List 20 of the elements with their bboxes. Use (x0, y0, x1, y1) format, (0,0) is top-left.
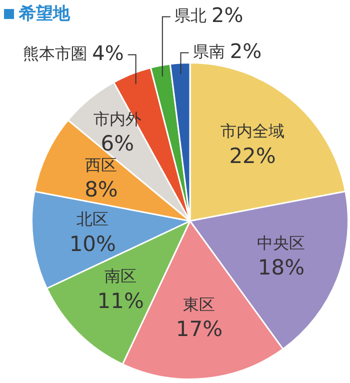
chart-title: 希望地 (19, 3, 70, 25)
data-label: 17% (176, 317, 223, 342)
slice-label: 南区 (104, 266, 137, 286)
slice-label: 西区 (85, 155, 118, 174)
slice-label: 県南 (192, 42, 225, 61)
slice-label: 市内全域 (220, 122, 285, 141)
data-label: 11% (97, 288, 144, 313)
data-label: 2% (212, 2, 244, 27)
data-label: 6% (100, 132, 134, 156)
slice-label: 北区 (76, 209, 109, 228)
data-label: 22% (229, 144, 276, 168)
data-label: 4% (92, 40, 124, 65)
slice-label: 県北 (174, 6, 206, 25)
data-label: 8% (84, 178, 118, 202)
data-label: 2% (230, 38, 262, 63)
slice-label: 東区 (183, 294, 216, 314)
data-label: 18% (258, 256, 305, 280)
slice-label: 熊本市圏 (23, 44, 88, 63)
data-label: 10% (69, 232, 116, 256)
slice-label: 中央区 (257, 233, 306, 252)
